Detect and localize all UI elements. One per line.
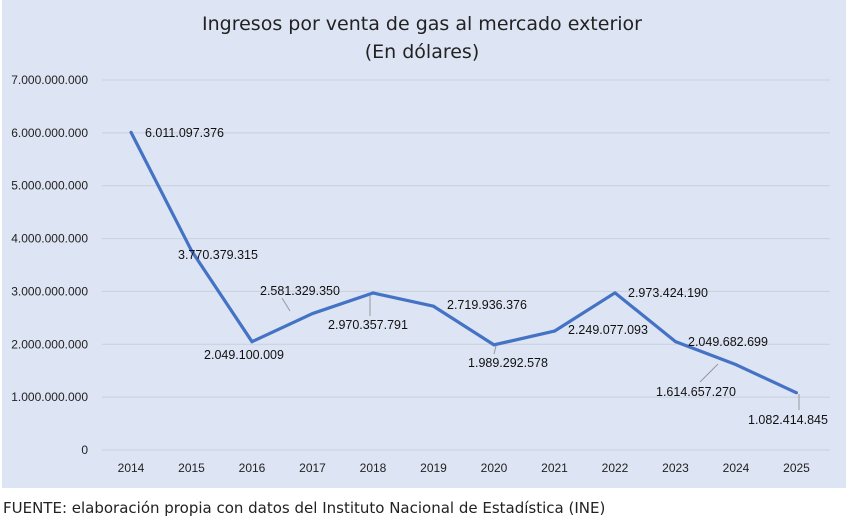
data-point [190,249,193,253]
x-tick-label: 2020 [481,461,508,475]
x-tick-label: 2024 [723,461,750,475]
data-point [795,391,798,395]
data-label: 3.770.379.315 [178,248,258,262]
y-tick-label: 4.000.000.000 [11,232,88,246]
y-tick-label: 0 [81,443,88,457]
data-label: 2.249.077.093 [568,323,648,337]
data-label: 2.581.329.350 [260,284,340,298]
data-point [311,312,314,316]
x-tick-label: 2023 [662,461,689,475]
data-point [553,329,556,333]
chart-title: Ingresos por venta de gas al mercado ext… [202,13,642,35]
x-tick-label: 2016 [239,461,266,475]
line-chart: Ingresos por venta de gas al mercado ext… [11,13,830,475]
data-point [432,304,435,308]
x-tick-label: 2025 [783,461,810,475]
x-tick-label: 2014 [118,461,145,475]
data-point [129,130,133,134]
y-tick-label: 5.000.000.000 [11,179,88,193]
chart-area: Ingresos por venta de gas al mercado ext… [2,0,846,488]
leader-line [699,363,719,383]
source-footnote: FUENTE: elaboración propia con datos del… [3,499,606,517]
x-tick-label: 2019 [420,461,447,475]
series-line [129,131,798,395]
y-tick-label: 2.000.000.000 [11,337,88,351]
data-label: 1.614.657.270 [656,385,736,399]
leader-line [493,345,497,355]
x-tick-label: 2021 [541,461,568,475]
data-point [674,340,677,344]
data-label: 2.973.424.190 [628,286,708,300]
y-tick-label: 3.000.000.000 [11,284,88,298]
x-tick-label: 2015 [178,461,205,475]
data-label: 1.082.414.845 [748,413,828,427]
leader-line [281,297,291,312]
data-label: 2.049.100.009 [204,348,284,362]
x-tick-label: 2018 [360,461,387,475]
data-label: 6.011.097.376 [145,126,224,140]
y-tick-label: 7.000.000.000 [11,73,88,87]
data-label: 1.989.292.578 [468,356,548,370]
x-tick-label: 2022 [602,461,629,475]
data-label: 2.719.936.376 [447,298,527,312]
y-tick-label: 6.000.000.000 [11,126,88,140]
data-point [371,291,375,295]
data-point [492,343,496,347]
y-tick-label: 1.000.000.000 [11,390,88,404]
x-tick-label: 2017 [299,461,326,475]
data-label: 2.970.357.791 [328,318,408,332]
chart-subtitle: (En dólares) [365,41,480,63]
data-label: 2.049.682.699 [688,335,768,349]
data-point [613,291,617,295]
data-point [734,363,738,367]
data-point [250,340,254,344]
